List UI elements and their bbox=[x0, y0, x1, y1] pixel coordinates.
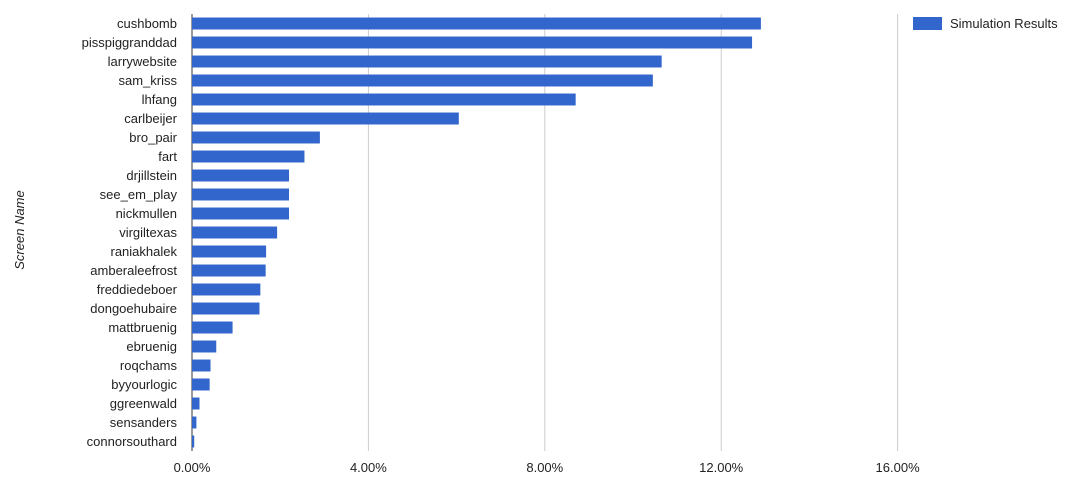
bar-pisspiggranddad[interactable] bbox=[192, 36, 753, 49]
category-label: bro_pair bbox=[129, 130, 177, 145]
category-label: freddiedeboer bbox=[97, 282, 178, 297]
category-label: ggreenwald bbox=[110, 396, 177, 411]
bars bbox=[192, 17, 761, 448]
legend-label: Simulation Results bbox=[950, 16, 1058, 31]
x-tick-label: 0.00% bbox=[174, 460, 211, 475]
bar-virgiltexas[interactable] bbox=[192, 226, 278, 239]
bar-raniakhalek[interactable] bbox=[192, 245, 267, 258]
x-tick-label: 4.00% bbox=[350, 460, 387, 475]
gridlines bbox=[191, 14, 899, 451]
category-label: sensanders bbox=[110, 415, 178, 430]
category-label: byyourlogic bbox=[111, 377, 177, 392]
bar-ggreenwald[interactable] bbox=[192, 397, 200, 410]
bar-cushbomb[interactable] bbox=[192, 17, 761, 30]
x-tick-label: 12.00% bbox=[699, 460, 744, 475]
bar-see_em_play[interactable] bbox=[192, 188, 290, 201]
category-label: larrywebsite bbox=[108, 54, 177, 69]
bar-bro_pair[interactable] bbox=[192, 131, 320, 144]
category-label: mattbruenig bbox=[108, 320, 177, 335]
bar-connorsouthard[interactable] bbox=[192, 435, 195, 448]
bar-freddiedeboer[interactable] bbox=[192, 283, 261, 296]
category-label: nickmullen bbox=[116, 206, 177, 221]
category-label: cushbomb bbox=[117, 16, 177, 31]
category-label: amberaleefrost bbox=[90, 263, 177, 278]
bar-sensanders[interactable] bbox=[192, 416, 197, 429]
x-tick-label: 8.00% bbox=[526, 460, 563, 475]
bar-fart[interactable] bbox=[192, 150, 305, 163]
bar-byyourlogic[interactable] bbox=[192, 378, 210, 391]
category-label: carlbeijer bbox=[124, 111, 177, 126]
category-label: lhfang bbox=[142, 92, 177, 107]
category-label: pisspiggranddad bbox=[82, 35, 177, 50]
category-label: sam_kriss bbox=[118, 73, 177, 88]
legend-swatch bbox=[913, 17, 942, 30]
bar-carlbeijer[interactable] bbox=[192, 112, 459, 125]
category-label: virgiltexas bbox=[119, 225, 177, 240]
x-tick-label: 16.00% bbox=[876, 460, 921, 475]
category-label: raniakhalek bbox=[111, 244, 178, 259]
bar-larrywebsite[interactable] bbox=[192, 55, 662, 68]
y-axis-label: Screen Name bbox=[12, 190, 27, 269]
bar-amberaleefrost[interactable] bbox=[192, 264, 266, 277]
category-label: fart bbox=[158, 149, 177, 164]
category-label: drjillstein bbox=[126, 168, 177, 183]
bar-mattbruenig[interactable] bbox=[192, 321, 233, 334]
category-label: roqchams bbox=[120, 358, 178, 373]
category-labels: cushbomb pisspiggranddad larrywebsite sam_k… bbox=[82, 16, 178, 449]
category-label: connorsouthard bbox=[87, 434, 177, 449]
bar-sam_kriss[interactable] bbox=[192, 74, 653, 87]
bar-drjillstein[interactable] bbox=[192, 169, 290, 182]
category-label: ebruenig bbox=[126, 339, 177, 354]
bar-dongoehubaire[interactable] bbox=[192, 302, 260, 315]
legend[interactable]: Simulation Results bbox=[913, 16, 1058, 31]
bar-lhfang[interactable] bbox=[192, 93, 576, 106]
x-tick-labels: 0.00% 4.00% 8.00% 12.00% 16.00% bbox=[174, 460, 921, 475]
category-label: see_em_play bbox=[100, 187, 178, 202]
bar-roqchams[interactable] bbox=[192, 359, 211, 372]
category-label: dongoehubaire bbox=[90, 301, 177, 316]
bar-nickmullen[interactable] bbox=[192, 207, 290, 220]
bar-ebruenig[interactable] bbox=[192, 340, 217, 353]
